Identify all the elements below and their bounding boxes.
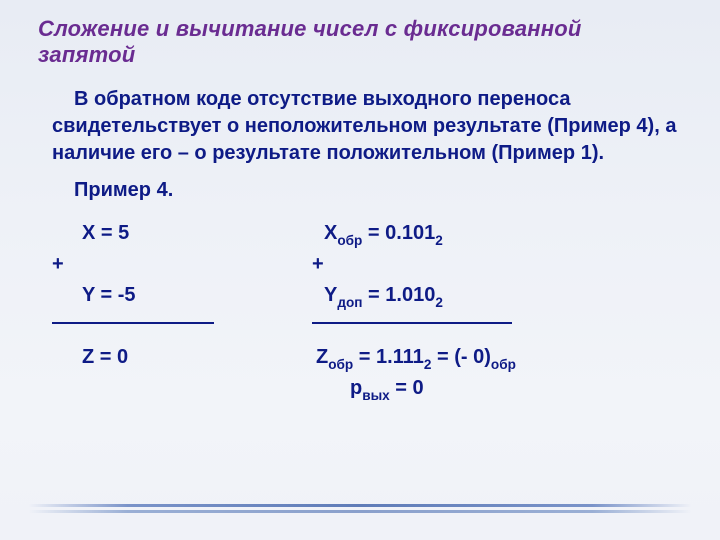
row-plus: + + xyxy=(52,249,682,280)
slide: Сложение и вычитание чисел с фиксированн… xyxy=(0,0,720,540)
z-binary: Zобр = 1.1112 = (- 0)обр xyxy=(312,342,516,373)
row-underline xyxy=(52,311,682,342)
p-subscript-vyh: вых xyxy=(362,388,390,403)
y-base: 2 xyxy=(435,295,443,310)
x-binary: Xобр = 0.1012 xyxy=(312,218,443,249)
row-p: pвых = 0 xyxy=(52,373,682,404)
y-subscript-dop: доп xyxy=(337,295,362,310)
z-eq: = 1.111 xyxy=(353,346,424,368)
x-decimal: X = 5 xyxy=(52,218,312,249)
z-base: 2 xyxy=(424,357,432,372)
calculation-block: X = 5 Xобр = 0.1012 + + Y = -5 Yдоп = 1.… xyxy=(52,218,682,404)
x-subscript-obr: обр xyxy=(337,233,362,248)
z-var: Z xyxy=(316,346,328,368)
x-var: X xyxy=(324,222,337,244)
row-z: Z = 0 Zобр = 1.1112 = (- 0)обр xyxy=(52,342,682,373)
footer-rule xyxy=(0,504,720,514)
y-var: Y xyxy=(324,284,337,306)
x-base: 2 xyxy=(435,233,443,248)
divider-left xyxy=(52,322,214,324)
paragraph-main: В обратном коде отсутствие выходного пер… xyxy=(52,86,678,167)
z-subscript-obr: обр xyxy=(328,357,353,372)
x-eq: = 0.101 xyxy=(362,222,435,244)
divider-right xyxy=(312,322,512,324)
row-y: Y = -5 Yдоп = 1.0102 xyxy=(52,280,682,311)
underline-left-cell xyxy=(52,311,312,342)
p-var: p xyxy=(350,377,362,399)
underline-right-cell xyxy=(312,311,512,342)
row-x: X = 5 Xобр = 0.1012 xyxy=(52,218,682,249)
y-binary: Yдоп = 1.0102 xyxy=(312,280,443,311)
y-eq: = 1.010 xyxy=(363,284,436,306)
plus-left: + xyxy=(52,249,312,280)
slide-title: Сложение и вычитание чисел с фиксированн… xyxy=(38,16,682,68)
y-decimal: Y = -5 xyxy=(52,280,312,311)
example-label: Пример 4. xyxy=(52,177,678,204)
z-tail-sub: обр xyxy=(491,357,516,372)
p-out: pвых = 0 xyxy=(312,373,424,404)
z-tail-pre: = (- 0) xyxy=(431,346,490,368)
body-text: В обратном коде отсутствие выходного пер… xyxy=(52,86,678,204)
z-decimal: Z = 0 xyxy=(52,342,312,373)
p-eq: = 0 xyxy=(390,377,424,399)
plus-right: + xyxy=(312,249,324,280)
